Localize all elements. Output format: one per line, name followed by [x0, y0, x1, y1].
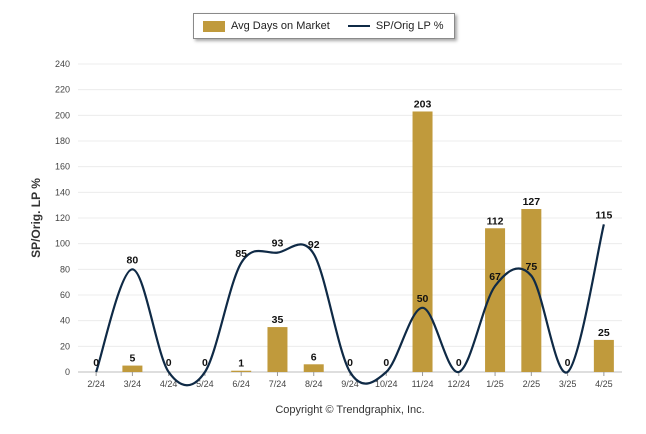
legend-bar-swatch [203, 20, 225, 32]
line-data-label: 67 [489, 271, 501, 283]
line-data-label: 115 [595, 209, 612, 221]
line-data-label: 75 [525, 261, 537, 273]
line-data-label: 92 [308, 239, 320, 251]
x-tick-label: 12/24 [448, 379, 471, 389]
line-data-label: 93 [272, 238, 284, 250]
bar [521, 209, 542, 372]
bar-data-label: 25 [598, 327, 610, 339]
x-tick-label: 2/24 [87, 379, 105, 389]
line-data-label: 0 [383, 357, 389, 369]
y-tick-label: 160 [55, 162, 70, 172]
copyright-text: Copyright © Trendgraphix, Inc. [275, 404, 424, 416]
line-data-label: 0 [166, 357, 172, 369]
bar-data-label: 1 [238, 358, 244, 370]
x-tick-label: 3/24 [124, 379, 142, 389]
legend-line-label: SP/Orig LP % [375, 20, 444, 32]
line-data-label: 80 [127, 254, 139, 266]
y-tick-label: 140 [55, 187, 70, 197]
legend-item-line: SP/Orig LP % [347, 20, 444, 32]
bar-data-label: 112 [487, 215, 504, 227]
x-tick-label: 8/24 [305, 379, 323, 389]
y-tick-label: 180 [55, 136, 70, 146]
x-tick-label: 2/25 [523, 379, 541, 389]
legend-item-bar: Avg Days on Market [203, 20, 330, 32]
bar [593, 339, 614, 372]
chart-legend: Avg Days on Market SP/Orig LP % [193, 13, 455, 39]
bar [231, 370, 252, 372]
y-tick-label: 20 [60, 341, 70, 351]
bar-data-label: 203 [414, 98, 432, 110]
y-axis-label: SP/Orig. LP % [29, 178, 43, 258]
line-data-label: 0 [347, 357, 353, 369]
bar-data-label: 6 [311, 351, 317, 363]
bar-data-label: 35 [272, 314, 284, 326]
line-data-label: 85 [235, 248, 247, 260]
x-tick-label: 1/25 [486, 379, 504, 389]
y-tick-label: 220 [55, 85, 70, 95]
y-tick-label: 60 [60, 290, 70, 300]
line-data-label: 50 [417, 293, 429, 305]
y-tick-label: 80 [60, 264, 70, 274]
bar-data-label: 5 [129, 353, 135, 365]
x-tick-label: 4/24 [160, 379, 178, 389]
bar [122, 365, 143, 372]
bar [303, 364, 324, 372]
line-data-label: 0 [456, 357, 462, 369]
x-tick-label: 3/25 [559, 379, 577, 389]
y-tick-label: 240 [55, 59, 70, 69]
bar-data-label: 127 [523, 196, 541, 208]
bar [267, 327, 288, 372]
y-tick-label: 40 [60, 316, 70, 326]
bar [485, 228, 506, 372]
line-data-label: 0 [93, 357, 99, 369]
x-tick-label: 7/24 [269, 379, 287, 389]
legend-line-swatch [347, 25, 370, 27]
y-tick-label: 0 [65, 367, 70, 377]
x-tick-label: 5/24 [196, 379, 214, 389]
x-tick-label: 10/24 [375, 379, 398, 389]
line-data-label: 0 [565, 357, 571, 369]
bar [412, 111, 433, 372]
x-tick-label: 9/24 [341, 379, 359, 389]
legend-bar-label: Avg Days on Market [231, 20, 330, 32]
y-tick-label: 100 [55, 239, 70, 249]
line-data-label: 0 [202, 357, 208, 369]
x-tick-label: 6/24 [232, 379, 250, 389]
y-tick-label: 120 [55, 213, 70, 223]
series-line [95, 224, 605, 387]
x-tick-label: 11/24 [412, 379, 434, 389]
y-tick-label: 200 [55, 110, 70, 120]
x-tick-label: 4/25 [595, 379, 613, 389]
